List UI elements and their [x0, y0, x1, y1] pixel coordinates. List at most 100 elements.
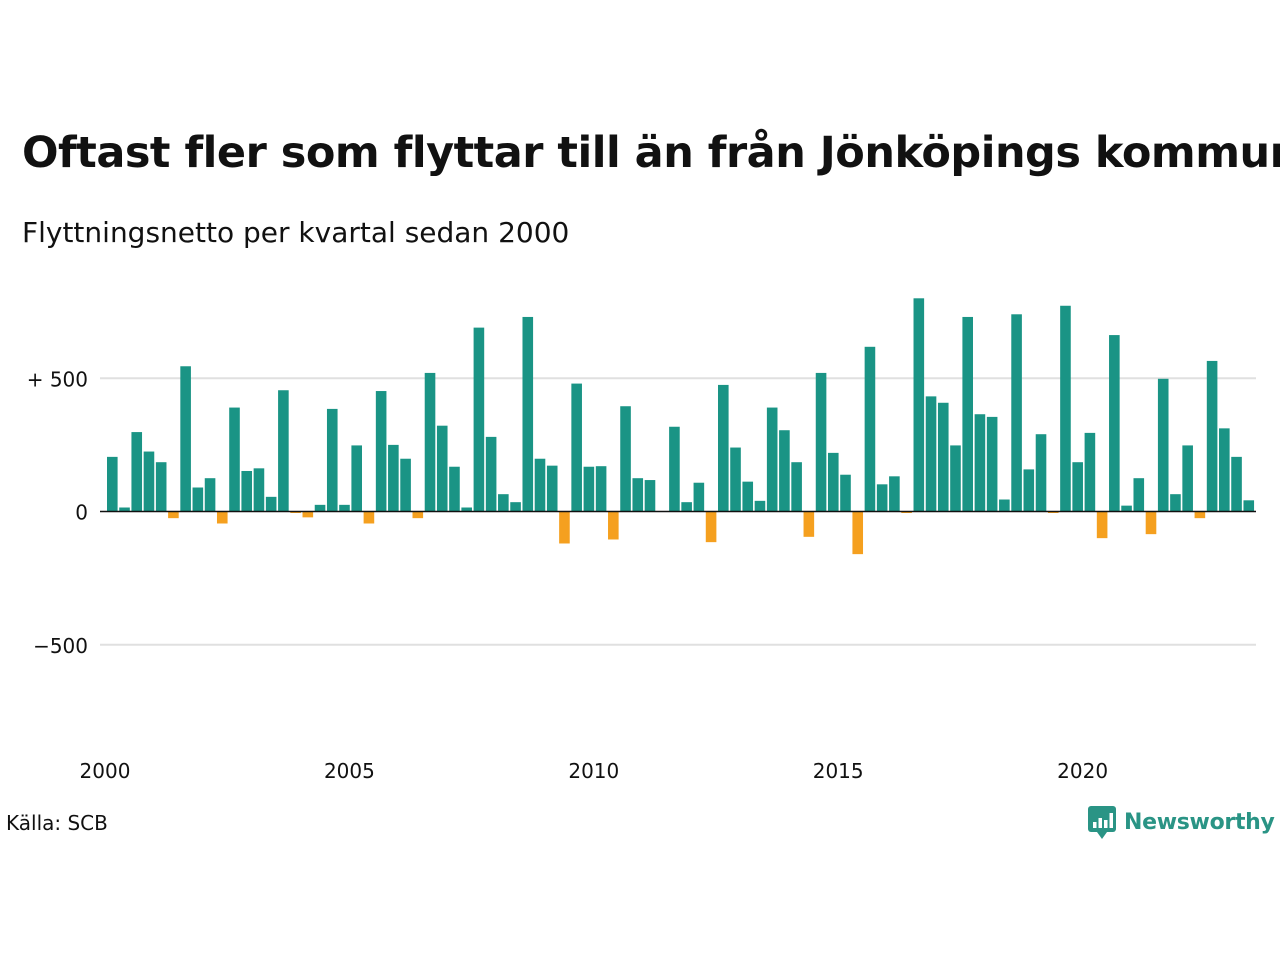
bar: -115	[705, 511, 717, 543]
chart-subtitle: Flyttningsnetto per kvartal sedan 2000	[22, 216, 570, 249]
bar: 118	[644, 480, 656, 512]
brand-name: Newsworthy	[1124, 809, 1275, 835]
bar: 225	[143, 451, 155, 512]
bar: -160	[852, 511, 864, 555]
bar: 690	[473, 327, 485, 512]
bar: 172	[546, 465, 558, 512]
bar: -100	[1096, 511, 1108, 539]
bar: 250	[388, 444, 399, 512]
bar: 565	[1206, 360, 1218, 512]
bar: 132	[889, 476, 900, 512]
x-tick-label: 2005	[324, 759, 375, 783]
bar: 520	[815, 372, 827, 512]
bar: 618	[864, 346, 876, 512]
bar: -105	[608, 511, 619, 540]
bar: 220	[827, 452, 839, 512]
bar: 65	[1170, 494, 1181, 512]
bar: 40	[754, 500, 766, 512]
x-tick-label: 2015	[813, 759, 864, 783]
bar: 198	[400, 458, 411, 512]
y-tick-label: −500	[33, 634, 88, 658]
bar: 395	[620, 406, 631, 512]
bar: 390	[766, 407, 778, 512]
bar: 305	[779, 430, 790, 512]
bar: 205	[107, 456, 118, 512]
bar: -25	[412, 511, 424, 519]
bar: 290	[1035, 434, 1047, 512]
bar: 198	[534, 458, 546, 512]
bar: 25	[339, 504, 350, 512]
bar: 365	[974, 414, 986, 512]
bar: 730	[962, 316, 973, 512]
bar: 280	[485, 436, 497, 512]
x-tick-label: 2020	[1057, 759, 1108, 783]
bar: 158	[1023, 469, 1035, 512]
bar: 22	[1121, 505, 1132, 512]
bar: 185	[155, 462, 167, 512]
bar: 65	[498, 494, 509, 512]
bar: 45	[999, 499, 1010, 512]
bar: 662	[1109, 335, 1120, 512]
bar: 355	[986, 416, 998, 512]
bar: -85	[1145, 511, 1157, 535]
bar: 25	[314, 504, 326, 512]
bar: 185	[791, 462, 802, 512]
bar: 298	[131, 432, 143, 512]
bar: 295	[1084, 432, 1096, 512]
bar: 55	[265, 496, 277, 512]
bar: 42	[1243, 500, 1255, 512]
bar: -45	[216, 511, 228, 524]
bar: 112	[742, 481, 754, 512]
bars-layer: 20515298225185-2554590125-45390152162554…	[107, 298, 1255, 555]
bar: 498	[1157, 378, 1169, 512]
y-tick-label: 0	[75, 501, 88, 525]
bar: 15	[461, 507, 472, 512]
bar: -95	[803, 511, 815, 537]
bar: 390	[229, 407, 240, 512]
bar: -120	[559, 511, 570, 544]
bar: 248	[1182, 445, 1193, 512]
bar: 170	[595, 466, 607, 512]
bar: 15	[119, 507, 130, 512]
bar: -25	[168, 511, 179, 519]
bar: 162	[253, 468, 265, 512]
x-tick-label: 2010	[568, 759, 619, 783]
bar: 248	[351, 445, 362, 512]
bar: 35	[510, 502, 521, 512]
bar: -22	[302, 511, 314, 518]
bar: 205	[1231, 456, 1242, 512]
bar: 452	[375, 391, 387, 512]
bar: 800	[913, 298, 925, 512]
bar: 185	[1072, 462, 1083, 512]
bar: 125	[632, 478, 644, 512]
chart-title: Oftast fler som flyttar till än från Jön…	[22, 128, 1280, 178]
y-tick-label: + 500	[27, 367, 88, 391]
bar: 322	[436, 425, 448, 512]
bar: 248	[950, 445, 961, 512]
bar: 138	[840, 474, 851, 512]
bar: -25	[1194, 511, 1206, 519]
bar: 108	[693, 482, 705, 512]
x-tick-label: 2000	[80, 759, 131, 783]
bar: 740	[1011, 314, 1022, 512]
source-label: Källa: SCB	[6, 811, 108, 835]
bar: 432	[925, 396, 937, 512]
bar: 152	[241, 470, 253, 512]
bar: 35	[681, 502, 692, 512]
bar: 475	[718, 384, 729, 512]
bar: 545	[180, 366, 191, 512]
bar: 408	[937, 402, 949, 512]
brand-logo[interactable]: Newsworthy	[1088, 804, 1275, 840]
bar: 102	[876, 484, 888, 512]
bar: 125	[204, 478, 216, 512]
x-axis: 2000 2005 2010 2015 2020	[80, 759, 1109, 783]
bar: 312	[1219, 428, 1230, 512]
bar: 125	[1133, 478, 1145, 512]
bar: 520	[424, 372, 436, 512]
bar: 772	[1060, 305, 1071, 512]
bar: 480	[571, 383, 582, 512]
bar: 168	[449, 466, 460, 512]
bar: -45	[363, 511, 375, 524]
bar: 730	[522, 316, 534, 512]
newsworthy-logo-icon	[1088, 806, 1116, 839]
